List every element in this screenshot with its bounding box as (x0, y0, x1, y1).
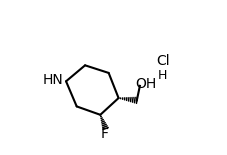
Text: H: H (157, 69, 167, 82)
Text: Cl: Cl (155, 54, 169, 68)
Text: F: F (100, 127, 108, 141)
Text: HN: HN (42, 73, 63, 87)
Text: OH: OH (135, 77, 156, 91)
